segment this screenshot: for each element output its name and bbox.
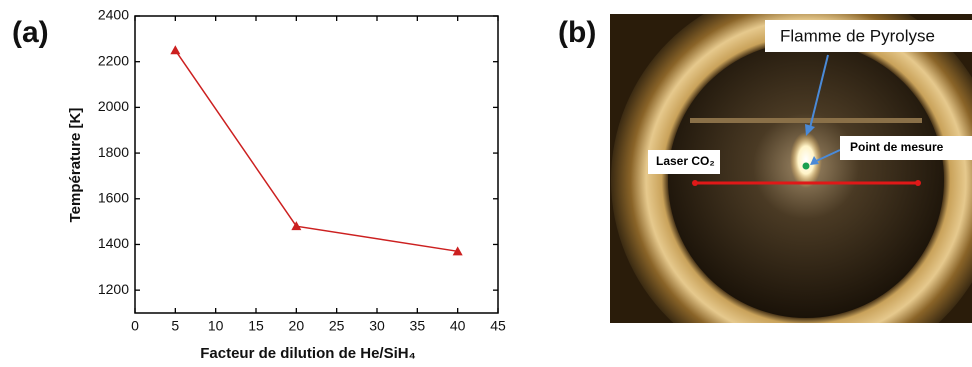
photo: Flamme de Pyrolyse Point de mesure Laser…	[610, 14, 972, 323]
y-tick-label: 2400	[98, 7, 129, 23]
label-box	[840, 136, 972, 160]
x-tick-label: 35	[410, 318, 426, 334]
y-tick-label: 1400	[98, 235, 129, 251]
panel-label: (a)	[12, 16, 49, 49]
x-tick-label: 45	[490, 318, 506, 334]
plot-frame	[134, 15, 499, 314]
plot: 1200 1400 1600 1800 2000 2200 2400 0 5 10 15 20 25 30…	[98, 7, 506, 334]
y-tick-label: 2000	[98, 98, 129, 114]
x-axis-label: Facteur de dilution de He/SiH₄	[200, 345, 416, 362]
y-tick-label: 1800	[98, 144, 129, 160]
y-tick-label: 2200	[98, 52, 129, 68]
x-tick-label: 20	[289, 318, 305, 334]
point-label: Point de mesure	[850, 140, 944, 154]
data-line	[174, 49, 458, 253]
arrowhead	[810, 156, 819, 165]
panel-label: (b)	[558, 16, 596, 49]
y-tick-label: 1200	[98, 281, 129, 297]
y-tick-label: 1600	[98, 189, 129, 205]
marker	[452, 246, 463, 256]
x-tick-label: 30	[369, 318, 385, 334]
marker	[170, 45, 181, 55]
x-tick-label: 5	[171, 318, 179, 334]
x-tick-label: 15	[248, 318, 264, 334]
arrow	[813, 149, 841, 163]
plate	[690, 118, 922, 123]
marker	[291, 221, 302, 231]
arrowhead	[805, 124, 815, 136]
label-box	[648, 150, 720, 174]
label-box	[765, 20, 972, 52]
x-tick-label: 40	[450, 318, 466, 334]
x-tick-label: 25	[329, 318, 345, 334]
beam-end	[692, 180, 698, 186]
x-tick-label: 0	[131, 318, 139, 334]
flame-label: Flamme de Pyrolyse	[780, 26, 935, 45]
x-tick-label: 10	[208, 318, 224, 334]
flame	[790, 132, 822, 188]
laser-label: Laser CO₂	[656, 154, 715, 168]
arrow	[809, 54, 829, 129]
beam-end	[915, 180, 921, 186]
y-axis-label: Température [K]	[67, 108, 84, 223]
measure-point	[802, 162, 810, 170]
